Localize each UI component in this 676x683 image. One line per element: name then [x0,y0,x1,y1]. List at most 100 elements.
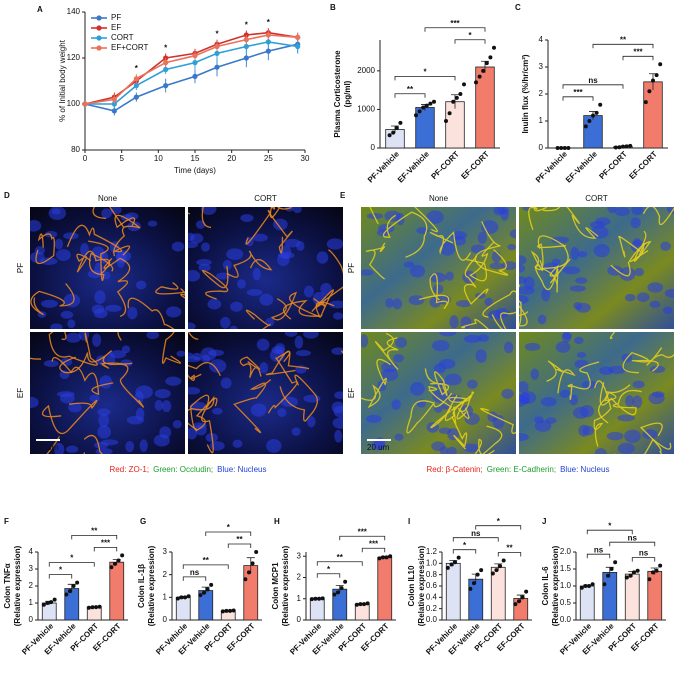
nucleus [519,255,527,265]
nucleus [649,365,666,373]
data-point [590,582,595,587]
significance-label: * [164,44,168,53]
data-point [468,586,473,591]
nucleus [463,443,480,453]
data-point [635,568,640,573]
nucleus [316,251,329,264]
nucleus [50,323,63,329]
significance-bracket [609,541,656,547]
bar [468,578,484,621]
significance-bracket [48,562,95,567]
membrane-stain [245,209,293,254]
legend-marker [96,15,102,21]
significance-label: * [463,541,467,550]
membrane-stain [424,368,450,397]
nucleus [663,306,673,315]
nucleus [632,238,641,247]
membrane-stain [113,214,141,257]
membrane-stain [279,374,318,422]
nucleus [385,298,394,308]
nucleus [590,225,609,239]
nucleus [212,407,223,415]
membrane-stain [99,362,144,408]
nucleus [384,210,401,222]
nucleus [63,293,81,308]
data-point [179,595,184,600]
y-tick-label: 3 [539,62,544,71]
nucleus [410,382,425,396]
data-point [387,133,392,138]
data-point [475,572,480,577]
nucleus [607,207,617,214]
membrane-stain [546,360,576,394]
membrane-stain [428,385,453,429]
nucleus [501,388,514,399]
data-point [67,589,72,594]
y-tick-label: 0.2 [426,604,438,613]
error-bar [246,557,255,574]
nucleus [101,208,112,219]
data-point [391,130,396,135]
data-point [456,555,461,560]
nucleus [192,422,207,430]
data-point [133,94,139,100]
data-point [643,100,648,105]
legend-marker [96,45,102,51]
nucleus [361,334,369,348]
membrane-stain [76,250,111,275]
significance-bracket [586,529,633,535]
nucleus [198,263,211,272]
data-point [246,570,251,575]
nucleus [165,306,182,318]
significance-bracket [454,39,486,44]
data-point [254,550,259,554]
y-axis-label: Colon IL-6 [541,566,550,606]
y-tick-label: 0 [297,615,302,624]
nucleus [562,266,581,275]
significance-label: ** [91,527,98,536]
y-tick-label: 0.8 [426,570,438,579]
significance-bracket [497,552,522,557]
caption-part: Green: E-Cadherin; [487,465,556,474]
nucleus [438,358,456,369]
nucleus [303,285,314,298]
membrane-stain [269,207,281,218]
membrane-stain [593,380,612,447]
nucleus [463,335,482,343]
data-point [444,119,448,123]
significance-bracket [182,576,207,581]
nucleus [127,306,138,320]
nucleus [43,360,59,367]
significance-label: ns [471,529,481,538]
data-point [192,53,198,59]
data-point [86,605,91,610]
nucleus [577,251,588,258]
membrane-stain [265,350,310,376]
y-axis-label: (Relative expression) [551,545,560,626]
nucleus [624,429,641,443]
row-label: EF [16,388,25,398]
nucleus [121,345,131,354]
nucleus [649,300,661,308]
nucleus [475,349,487,363]
nucleus [634,267,644,277]
nucleus [569,285,587,292]
nucleus [188,322,196,329]
data-point [453,560,458,565]
y-tick-label: 1 [163,592,168,601]
nucleus [559,389,571,398]
significance-label: * [468,31,472,40]
y-tick-label: 1.2 [426,547,438,556]
data-point [90,605,95,610]
nucleus [519,381,529,394]
nucleus [87,270,103,279]
data-point [447,111,452,116]
data-point [428,101,433,106]
data-point [205,587,210,592]
data-point [477,74,482,79]
significance-bracket [394,75,456,81]
nucleus [334,429,343,443]
data-point [377,556,382,561]
legend-label: CORT [111,33,134,42]
